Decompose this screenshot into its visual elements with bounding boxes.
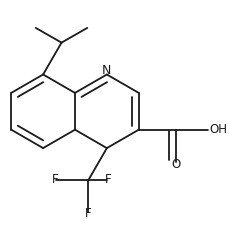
Text: N: N bbox=[102, 64, 112, 77]
Text: F: F bbox=[85, 207, 92, 219]
Text: F: F bbox=[105, 173, 111, 186]
Text: O: O bbox=[171, 158, 180, 171]
Text: OH: OH bbox=[209, 123, 227, 136]
Text: F: F bbox=[52, 173, 59, 186]
